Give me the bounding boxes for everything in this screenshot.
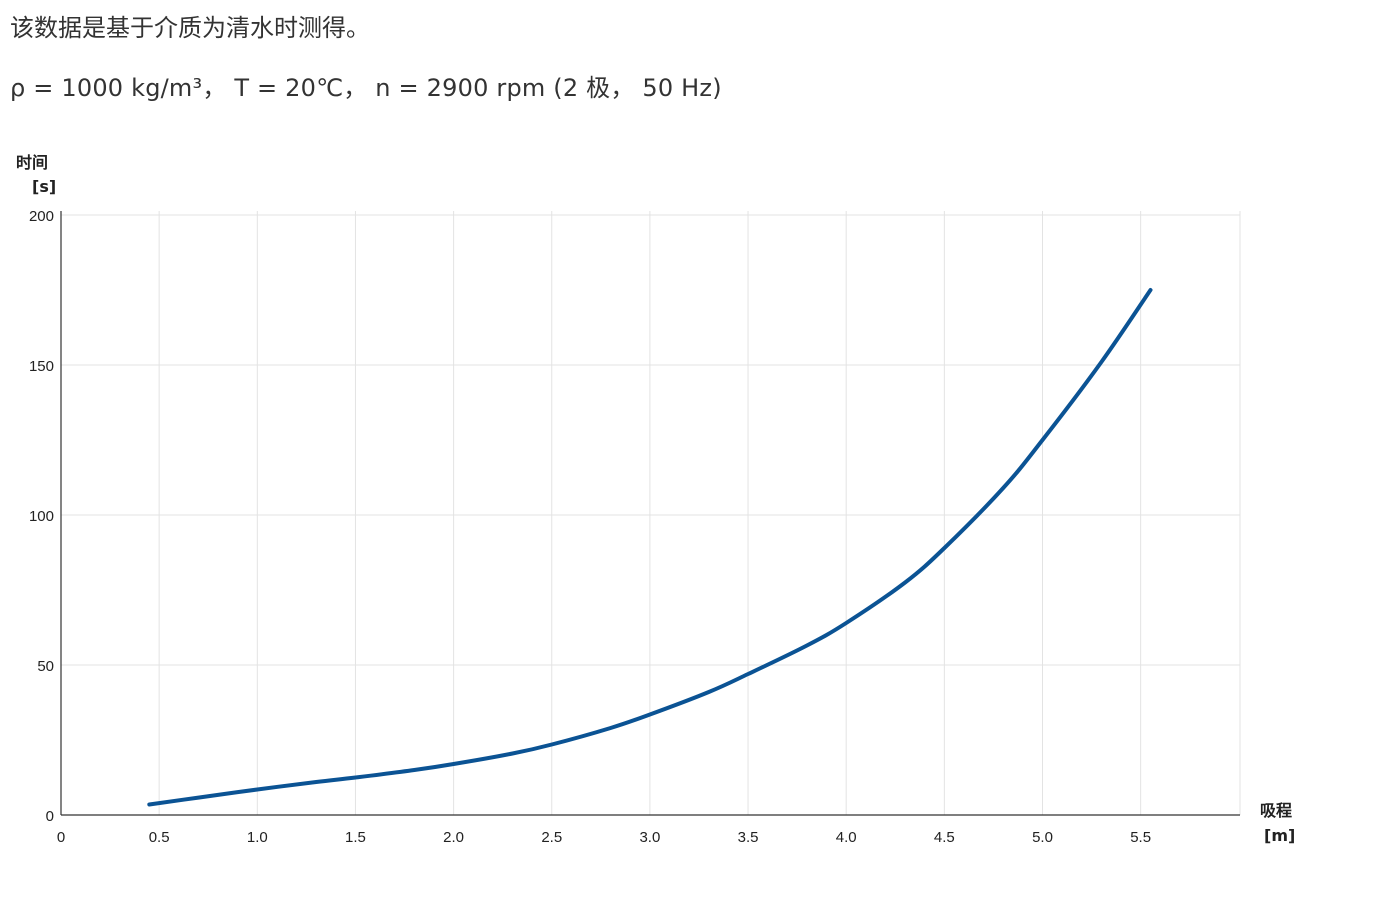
x-tick-label: 4.0 bbox=[836, 829, 857, 846]
x-tick-label: 2.5 bbox=[541, 829, 562, 846]
x-tick-label: 1.5 bbox=[345, 829, 366, 846]
x-tick-label: 4.5 bbox=[934, 829, 955, 846]
suction-lift-time-chart: 0 0.5 1.0 1.5 2.0 2.5 3.0 3.5 4.0 4.5 5.0 5.5 0 50 10… bbox=[16, 153, 1295, 846]
y-tick-label: 0 bbox=[46, 808, 54, 825]
x-tick-label: 0 bbox=[57, 829, 65, 846]
chart-grid bbox=[61, 211, 1241, 815]
chart-series bbox=[147, 288, 1153, 807]
x-axis-title: 吸程 bbox=[1260, 801, 1292, 820]
y-tick-label: 150 bbox=[29, 358, 54, 375]
y-tick-label: 100 bbox=[29, 508, 54, 525]
x-tick-labels: 0 0.5 1.0 1.5 2.0 2.5 3.0 3.5 4.0 4.5 5.0 5.5 bbox=[57, 829, 1151, 846]
series-line bbox=[147, 288, 1153, 807]
x-tick-label: 2.0 bbox=[443, 829, 464, 846]
y-tick-label: 200 bbox=[29, 208, 54, 225]
y-tick-labels: 0 50 100 150 200 bbox=[29, 208, 54, 825]
x-tick-label: 0.5 bbox=[149, 829, 170, 846]
x-tick-label: 5.5 bbox=[1130, 829, 1151, 846]
measurement-note: 该数据是基于介质为清水时测得。 bbox=[10, 14, 370, 42]
x-tick-label: 3.0 bbox=[639, 829, 660, 846]
x-axis-unit: [m] bbox=[1264, 826, 1295, 845]
y-axis-unit: [s] bbox=[32, 177, 56, 196]
test-conditions: ρ = 1000 kg/m³， T = 20℃， n = 2900 rpm (2… bbox=[10, 74, 722, 102]
y-axis-title: 时间 bbox=[16, 153, 48, 172]
y-tick-label: 50 bbox=[37, 658, 54, 675]
x-tick-label: 1.0 bbox=[247, 829, 268, 846]
chart-axes bbox=[60, 211, 1240, 816]
x-tick-label: 5.0 bbox=[1032, 829, 1053, 846]
x-tick-label: 3.5 bbox=[738, 829, 759, 846]
